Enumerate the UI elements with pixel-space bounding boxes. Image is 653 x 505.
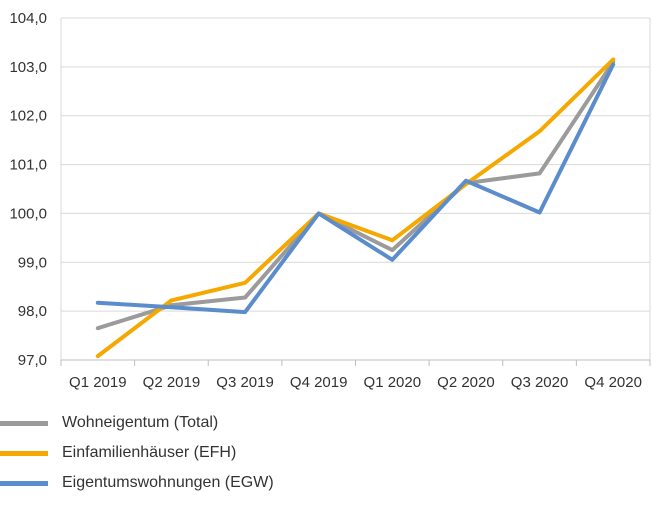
x-tick-label: Q1 2019 — [69, 374, 127, 391]
x-tick-label: Q1 2020 — [364, 374, 422, 391]
legend-item-total: Wohneigentum (Total) — [0, 408, 400, 438]
legend-item-efh: Einfamilienhäuser (EFH) — [0, 438, 400, 468]
x-tick-label: Q3 2020 — [511, 374, 569, 391]
y-tick-label: 99,0 — [18, 254, 47, 271]
x-tick-label: Q2 2019 — [143, 374, 201, 391]
legend-item-egw: Eigentumswohnungen (EGW) — [0, 468, 400, 498]
legend-swatch-efh — [0, 450, 48, 456]
series-lines — [95, 57, 616, 359]
y-tick-label: 103,0 — [9, 59, 47, 76]
y-tick-label: 101,0 — [9, 157, 47, 174]
x-tick-label: Q4 2020 — [584, 374, 642, 391]
tick-labels: 97,0 98,0 99,0 100,0 101,0 102,0 103,0 104,0 Q1 … — [9, 10, 642, 391]
series-line-3 — [95, 62, 616, 315]
legend: Wohneigentum (Total) Einfamilienhäuser (… — [0, 408, 400, 498]
y-tick-label: 100,0 — [9, 205, 47, 222]
y-tick-label: 102,0 — [9, 108, 47, 125]
legend-label-egw: Eigentumswohnungen (EGW) — [62, 474, 274, 491]
x-tick-label: Q3 2019 — [216, 374, 274, 391]
y-tick-label: 97,0 — [18, 352, 47, 369]
legend-swatch-total — [0, 420, 48, 426]
y-tick-label: 104,0 — [9, 10, 47, 27]
legend-swatch-egw — [0, 480, 48, 486]
axes — [60, 18, 651, 366]
legend-label-total: Wohneigentum (Total) — [62, 414, 219, 431]
series-line-2 — [95, 57, 616, 359]
series-line-1 — [95, 60, 616, 331]
legend-label-efh: Einfamilienhäuser (EFH) — [62, 444, 237, 461]
x-tick-label: Q2 2020 — [437, 374, 495, 391]
gridlines — [61, 17, 650, 312]
x-tick-label: Q4 2019 — [290, 374, 348, 391]
y-tick-label: 98,0 — [18, 303, 47, 320]
